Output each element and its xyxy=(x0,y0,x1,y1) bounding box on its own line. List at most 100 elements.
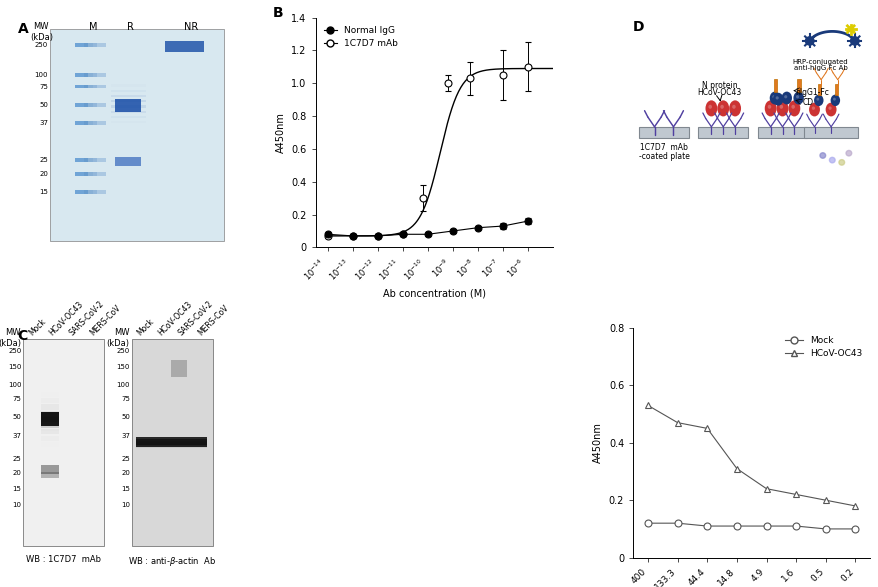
Text: WB : anti-$\beta$-actin  Ab: WB : anti-$\beta$-actin Ab xyxy=(128,555,216,568)
Bar xyxy=(115,157,141,166)
Ellipse shape xyxy=(775,100,788,116)
Ellipse shape xyxy=(816,98,818,100)
Ellipse shape xyxy=(808,103,819,116)
Text: 75: 75 xyxy=(121,396,130,402)
Circle shape xyxy=(838,160,844,165)
Ellipse shape xyxy=(705,100,716,116)
HCoV-OC43 xyxy=(760,485,771,492)
Text: 20: 20 xyxy=(121,470,130,475)
Ellipse shape xyxy=(793,92,802,104)
Bar xyxy=(135,442,207,444)
Bar xyxy=(111,105,146,107)
Text: HRP-conjugated: HRP-conjugated xyxy=(791,59,846,65)
Ellipse shape xyxy=(716,100,729,116)
Text: 20: 20 xyxy=(12,470,21,475)
Circle shape xyxy=(829,157,834,163)
Ellipse shape xyxy=(719,104,723,109)
Bar xyxy=(41,472,59,478)
Text: 15: 15 xyxy=(40,189,48,195)
Bar xyxy=(41,392,59,397)
Bar xyxy=(135,441,207,443)
Ellipse shape xyxy=(827,106,831,110)
Ellipse shape xyxy=(811,106,814,110)
Ellipse shape xyxy=(781,92,791,104)
Bar xyxy=(41,411,59,422)
Bar xyxy=(41,417,59,422)
Text: WB : 1C7D7  mAb: WB : 1C7D7 mAb xyxy=(26,555,101,564)
Text: hIgG1-Fc: hIgG1-Fc xyxy=(795,88,829,97)
Bar xyxy=(83,85,97,89)
Bar xyxy=(41,420,59,424)
Bar xyxy=(92,190,105,194)
Circle shape xyxy=(804,37,813,45)
Circle shape xyxy=(819,153,824,158)
Bar xyxy=(41,424,59,429)
Mock xyxy=(790,522,801,529)
Bar xyxy=(135,445,207,447)
Ellipse shape xyxy=(731,104,735,109)
Bar xyxy=(92,122,105,125)
Bar xyxy=(111,116,146,118)
Text: 37: 37 xyxy=(39,120,48,126)
Text: 75: 75 xyxy=(40,83,48,90)
Text: anti-hIgG Fc Ab: anti-hIgG Fc Ab xyxy=(793,65,846,72)
Text: 100: 100 xyxy=(117,382,130,388)
Bar xyxy=(41,419,59,422)
FancyBboxPatch shape xyxy=(132,339,212,546)
Bar xyxy=(135,441,207,444)
Mock xyxy=(672,519,682,527)
Text: 1C7D7  mAb: 1C7D7 mAb xyxy=(639,143,687,152)
Bar xyxy=(41,411,59,416)
Bar xyxy=(41,429,59,434)
Ellipse shape xyxy=(813,95,823,106)
Bar xyxy=(83,122,97,125)
Bar xyxy=(41,399,59,403)
Bar xyxy=(773,79,776,92)
Bar xyxy=(76,122,88,125)
Bar xyxy=(83,190,97,194)
HCoV-OC43 xyxy=(642,402,652,409)
Ellipse shape xyxy=(708,104,711,109)
Ellipse shape xyxy=(769,92,780,104)
Ellipse shape xyxy=(729,100,740,116)
Bar xyxy=(83,158,97,162)
Mock xyxy=(819,525,830,532)
Bar xyxy=(135,442,207,446)
Bar xyxy=(170,360,187,377)
Text: (kDa): (kDa) xyxy=(106,339,129,348)
Text: 25: 25 xyxy=(40,157,48,163)
Text: M: M xyxy=(90,22,97,32)
Line: HCoV-OC43: HCoV-OC43 xyxy=(644,402,858,510)
Text: C: C xyxy=(18,329,28,343)
Text: 50: 50 xyxy=(12,414,21,420)
X-axis label: Ab concentration (M): Ab concentration (M) xyxy=(382,288,485,298)
Bar xyxy=(76,190,88,194)
Mock xyxy=(642,519,652,527)
FancyBboxPatch shape xyxy=(50,29,224,241)
Legend: Mock, HCoV-OC43: Mock, HCoV-OC43 xyxy=(780,332,865,362)
Text: 50: 50 xyxy=(40,102,48,108)
Mock xyxy=(849,525,860,532)
Bar xyxy=(41,422,59,426)
Bar xyxy=(817,84,820,95)
Bar xyxy=(111,121,146,123)
Ellipse shape xyxy=(790,104,794,109)
Text: 25: 25 xyxy=(12,456,21,462)
FancyBboxPatch shape xyxy=(698,127,747,139)
Bar xyxy=(92,43,105,47)
Bar xyxy=(41,422,59,425)
Bar xyxy=(92,85,105,89)
Ellipse shape xyxy=(772,95,774,99)
Ellipse shape xyxy=(788,100,799,116)
Text: 10: 10 xyxy=(121,502,130,508)
Text: NR: NR xyxy=(184,22,198,32)
Bar xyxy=(111,89,146,92)
Text: 37: 37 xyxy=(121,433,130,439)
Bar xyxy=(41,404,59,410)
Bar xyxy=(83,73,97,77)
Bar xyxy=(41,441,59,447)
Text: (kDa): (kDa) xyxy=(31,32,54,42)
Bar xyxy=(796,79,800,92)
Bar xyxy=(41,417,59,422)
Text: (kDa): (kDa) xyxy=(0,339,21,348)
